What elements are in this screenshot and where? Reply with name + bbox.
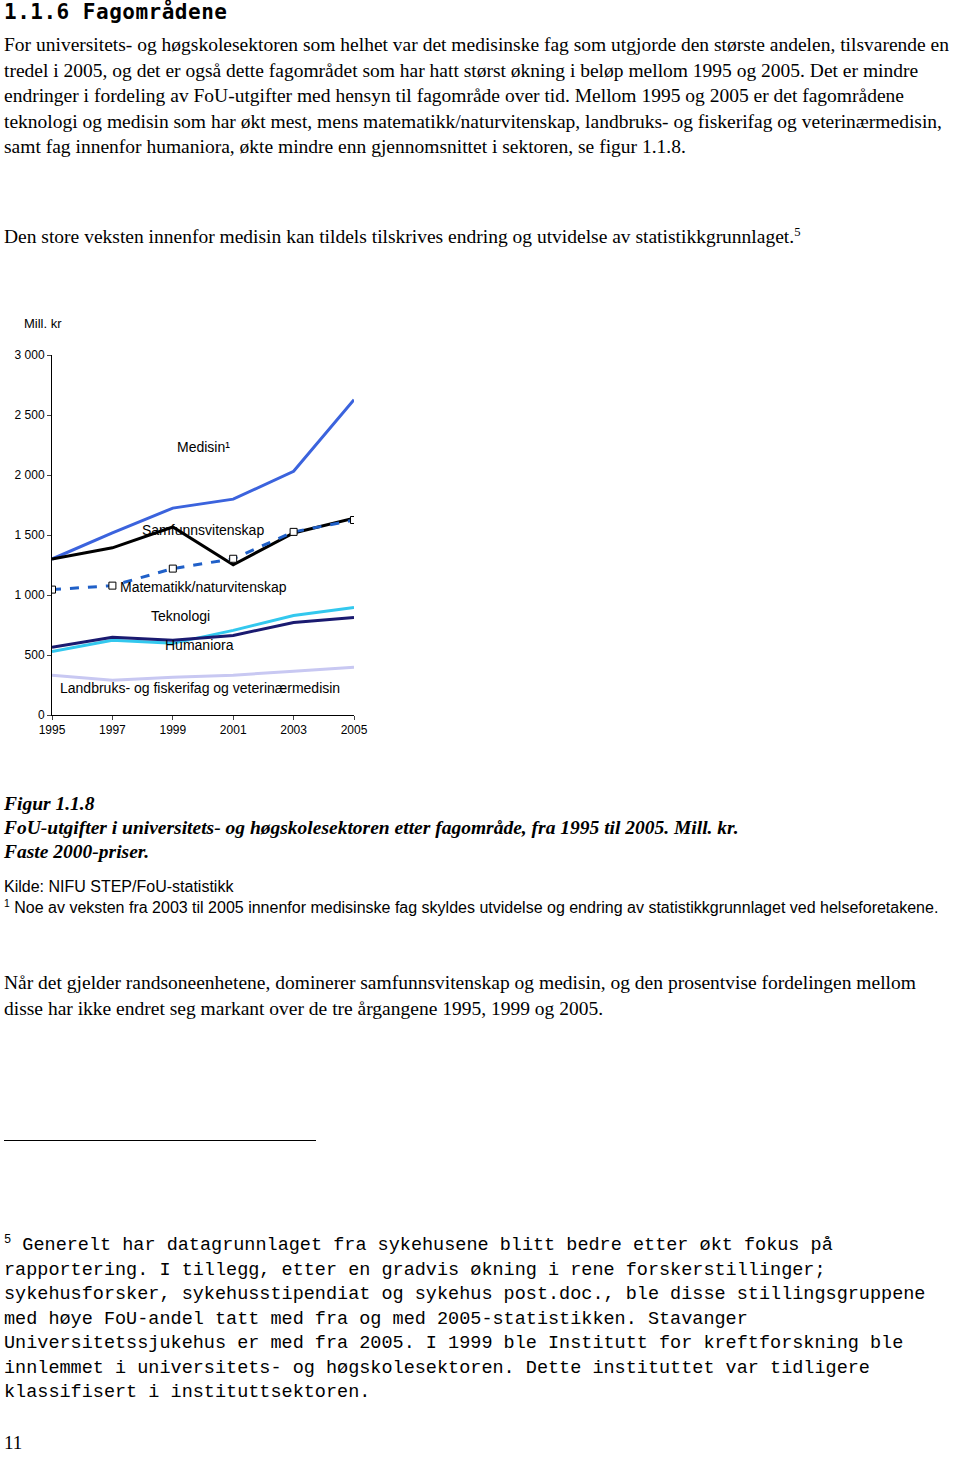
html-text:Generelt har datagrunnlaget fr: Generelt har datagrunnlaget fra sykehuse… bbox=[4, 1235, 926, 1403]
html-text:1.1.6 Fagområdene: 1.1.6 Fagområdene bbox=[4, 0, 228, 24]
html-text:FoU-utgifter i universitets- o: FoU-utgifter i universitets- og høgskole… bbox=[4, 817, 739, 862]
html-text:Når det gjelder randsoneenhete: Når det gjelder randsoneenhetene, domine… bbox=[4, 972, 916, 1019]
svg-text:Mill. kr: Mill. kr bbox=[24, 316, 62, 331]
svg-text:Samfunnsvitenskap: Samfunnsvitenskap bbox=[142, 522, 264, 538]
html-text:Den store veksten innenfor med: Den store veksten innenfor medisin kan t… bbox=[4, 224, 801, 247]
html-text:11: 11 bbox=[4, 1432, 23, 1453]
svg-text:2005: 2005 bbox=[341, 723, 368, 737]
svg-text:2001: 2001 bbox=[220, 723, 247, 737]
svg-text:3 000: 3 000 bbox=[15, 348, 45, 362]
svg-text:2003: 2003 bbox=[280, 723, 307, 737]
svg-text:1 000: 1 000 bbox=[15, 588, 45, 602]
svg-text:1999: 1999 bbox=[159, 723, 186, 737]
svg-text:Landbruks- og fiskerifag og ve: Landbruks- og fiskerifag og veterinærmed… bbox=[60, 680, 340, 696]
svg-text:Teknologi: Teknologi bbox=[151, 608, 210, 624]
html-text:For universitets- og høgskoles: For universitets- og høgskolesektoren so… bbox=[4, 34, 949, 157]
svg-text:1 500: 1 500 bbox=[15, 528, 45, 542]
svg-text:2 500: 2 500 bbox=[15, 408, 45, 422]
svg-text:2 000: 2 000 bbox=[15, 468, 45, 482]
html-text:5: 5 bbox=[4, 1232, 12, 1247]
svg-text:500: 500 bbox=[25, 648, 45, 662]
html-text:Kilde: NIFU STEP/FoU-statistik: Kilde: NIFU STEP/FoU-statistikk bbox=[4, 878, 234, 895]
svg-text:1997: 1997 bbox=[99, 723, 126, 737]
html-text:1 Noe av veksten fra 2003 til: 1 Noe av veksten fra 2003 til 2005 innen… bbox=[4, 897, 939, 916]
svg-text:Humaniora: Humaniora bbox=[165, 637, 234, 653]
svg-text:Medisin¹: Medisin¹ bbox=[177, 439, 230, 455]
svg-text:1995: 1995 bbox=[39, 723, 66, 737]
html-text:Figur 1.1.8: Figur 1.1.8 bbox=[4, 793, 95, 814]
svg-text:0: 0 bbox=[38, 708, 45, 722]
svg-text:Matematikk/naturvitenskap: Matematikk/naturvitenskap bbox=[120, 579, 287, 595]
